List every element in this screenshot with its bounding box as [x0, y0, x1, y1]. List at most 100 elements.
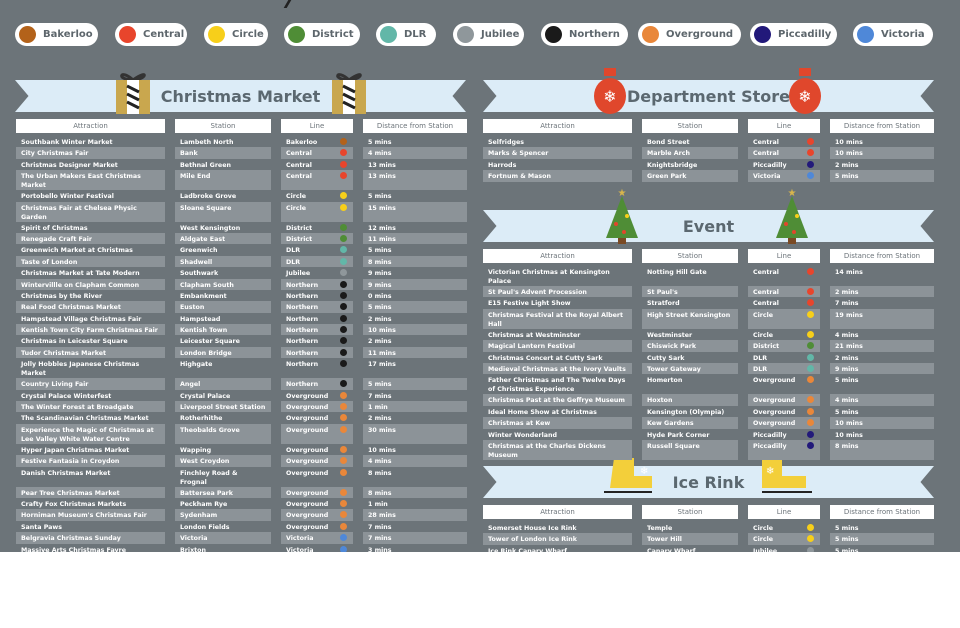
column-header: Station [642, 119, 738, 133]
distance-cell: 5 mins [363, 190, 467, 201]
cell-text: Finchley Road & Frognal [180, 469, 238, 486]
cell-text: Wintervillle on Clapham Common [21, 281, 140, 289]
cell-text: Central [753, 289, 779, 296]
attraction-cell: Real Food Christmas Market [16, 301, 165, 313]
line-color-dot [807, 396, 814, 404]
table-row: Hyper Japan Christmas Market Wapping Overg… [16, 444, 467, 455]
cell-text: DLR [286, 258, 301, 266]
cell-text: Northern [286, 381, 319, 389]
line-color-dot [340, 257, 347, 265]
christmas-market-table: Attraction Station Line Distance from Stati… [16, 119, 467, 552]
cell-text: Festive Fantasia in Croydon [21, 458, 120, 466]
station-cell: Finchley Road & Frognal [175, 467, 271, 487]
cell-text: 5 mins [835, 536, 859, 544]
cell-text: DLR [286, 247, 301, 255]
cell-text: West Kensington [180, 224, 241, 232]
line-cell: Overground [748, 417, 820, 429]
station-cell: Tower Hill [642, 533, 738, 545]
cell-text: Victoria [753, 173, 781, 181]
attraction-cell: E15 Festive Light Show [483, 297, 632, 308]
cell-text: Greenwich [180, 247, 218, 255]
station-cell: Knightsbridge [642, 159, 738, 170]
table-row: Christmas Past at the Geffrye Museum Hoxt… [483, 394, 934, 406]
station-cell: Bethnal Green [175, 159, 271, 170]
table-row: Portobello Winter Festival Ladbroke Grove… [16, 190, 467, 201]
line-color-dot [807, 299, 814, 307]
cell-text: St Paul's [647, 289, 678, 296]
table-row: Hampstead Village Christmas Fair Hampstea… [16, 313, 467, 324]
ice-rink-table: Attraction Station Line Distance from Stati… [483, 505, 934, 552]
cell-text: 14 mins [835, 269, 863, 276]
cell-text: 1 min [368, 500, 388, 508]
svg-text:❄: ❄ [766, 466, 774, 477]
attraction-cell: Marks & Spencer [483, 147, 632, 159]
line-cell: Central [281, 147, 353, 159]
attraction-cell: Christmas at Kew [483, 417, 632, 429]
cell-text: Victoria [180, 535, 208, 543]
line-color-dot [340, 314, 347, 322]
cell-text: Father Christmas and The Twelve Days of … [488, 377, 626, 394]
cell-text: Highgate [180, 361, 213, 369]
table-row: Kentish Town City Farm Christmas Fair Ken… [16, 324, 467, 336]
cell-text: DLR [753, 365, 768, 373]
station-cell: Stratford [642, 297, 738, 308]
attraction-cell: Pear Tree Christmas Market [16, 486, 165, 498]
line-color-dot [807, 407, 814, 415]
table-row: E15 Festive Light Show Stratford Central 7 … [483, 297, 934, 308]
station-cell: Lambeth North [175, 136, 271, 147]
table-row: Crafty Fox Christmas Markets Peckham Rye O… [16, 498, 467, 509]
distance-cell: 5 mins [363, 378, 467, 390]
legend-label: DLR [404, 29, 427, 40]
attraction-cell: Hampstead Village Christmas Fair [16, 313, 165, 324]
station-cell: Liverpool Street Station [175, 401, 271, 413]
line-color-dot [208, 26, 225, 43]
cell-text: Piccadilly [753, 431, 787, 439]
cell-text: Christmas Designer Market [21, 161, 118, 169]
line-color-dot [340, 457, 347, 465]
attraction-cell: Southbank Winter Market [16, 136, 165, 147]
attraction-cell: Spirit of Christmas [16, 222, 165, 233]
line-cell: Overground [748, 394, 820, 406]
line-cell: Central [281, 159, 353, 170]
distance-cell: 5 mins [830, 533, 934, 545]
line-cell: Overground [281, 390, 353, 401]
line-color-dot [340, 280, 347, 288]
line-color-dot [340, 534, 347, 542]
attraction-cell: Santa Paws [16, 521, 165, 532]
line-cell: Central [748, 136, 820, 147]
attraction-cell: Crystal Palace Winterfest [16, 390, 165, 401]
ice-skate-icon: ❄ [762, 458, 812, 493]
cell-text: Bond Street [647, 139, 690, 146]
table-row: Country Living Fair Angel Northern 5 mins [16, 378, 467, 390]
cell-text: Westminster [647, 331, 693, 339]
legend-label: Northern [569, 29, 620, 40]
cell-text: Christmas by the River [21, 292, 103, 300]
table-row: Belgravia Christmas Sunday Victoria Victor… [16, 532, 467, 544]
cell-text: Northern [286, 338, 319, 346]
legend-label: Central [143, 29, 185, 40]
cell-text: 8 mins [368, 258, 392, 266]
line-color-dot [807, 342, 814, 350]
cell-text: Danish Christmas Market [21, 469, 111, 477]
svg-text:★: ★ [618, 188, 627, 199]
attraction-cell: Christmas in Leicester Square [16, 335, 165, 346]
cell-text: Belgravia Christmas Sunday [21, 535, 121, 543]
line-color-dot [807, 149, 814, 157]
line-cell: Overground [748, 406, 820, 417]
line-cell: DLR [281, 244, 353, 255]
line-color-dot [119, 26, 136, 43]
santa-sack-icon: ❄ [789, 68, 821, 114]
cell-text: Piccadilly [753, 161, 787, 169]
line-cell: Piccadilly [748, 159, 820, 170]
line-cell: Overground [281, 521, 353, 532]
attraction-cell: Danish Christmas Market [16, 467, 165, 487]
cell-text: Country Living Fair [21, 381, 89, 389]
cell-text: 8 mins [835, 442, 859, 450]
table-row: Taste of London Shadwell DLR 8 mins [16, 255, 467, 268]
line-color-dot [807, 353, 814, 361]
line-color-dot [340, 192, 347, 200]
distance-cell: 8 mins [363, 486, 467, 498]
banner-department-store: Department Store [483, 80, 934, 112]
station-cell: West Kensington [175, 222, 271, 233]
cell-text: Santa Paws [21, 523, 62, 531]
